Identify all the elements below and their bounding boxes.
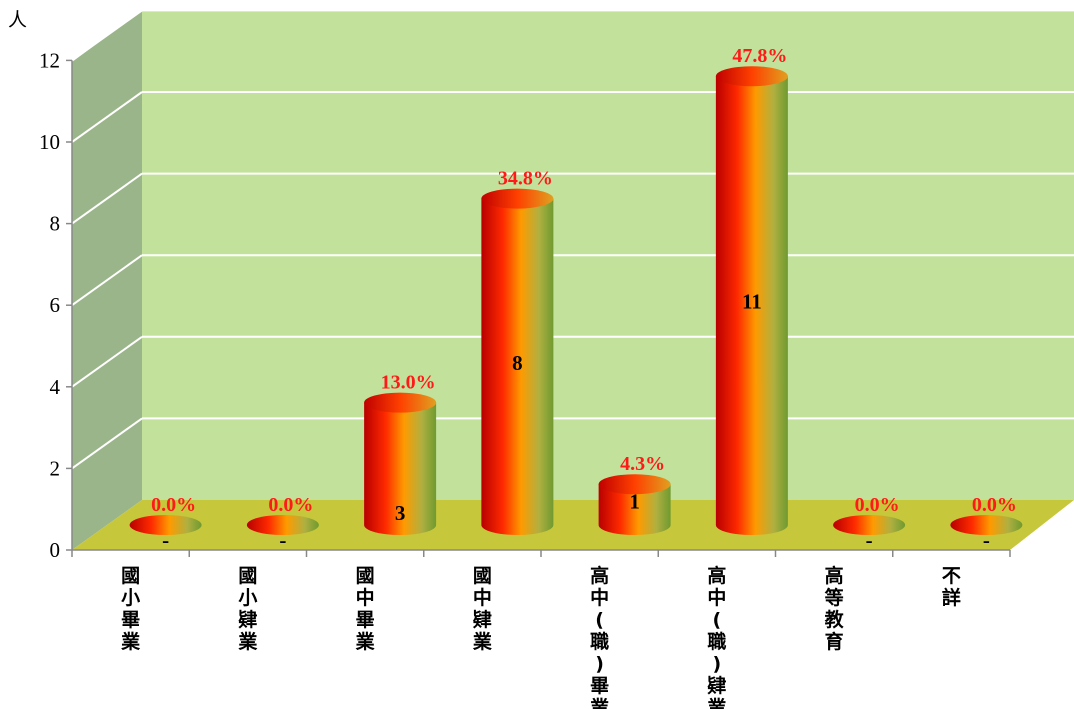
y-tick-labels: 0 2 4 6 8 10 12 [39, 48, 61, 562]
bar-body [364, 402, 437, 535]
gridlines [71, 9, 1074, 470]
gridline-side [71, 417, 143, 470]
bar-top-cap [833, 515, 906, 535]
bar-value-label: - [162, 528, 169, 552]
bar-top-cap [598, 474, 671, 495]
category-label: 高等教育 [824, 564, 845, 653]
category-labels: 國小畢業 國小肄業 國中畢業 國中肄業 高中(職)畢業 高中(職)肄業 高等教育 不詳 [120, 564, 961, 709]
gridline-side [71, 9, 143, 62]
bar-6: 11 47.8% [715, 45, 788, 535]
gridline-side [71, 172, 143, 225]
bar-4: 8 34.8% [481, 168, 554, 535]
bar-body [715, 76, 788, 535]
bar-top-cap [715, 66, 788, 87]
category-label: 高中(職)肄業 [706, 564, 727, 709]
category-label: 不詳 [942, 565, 961, 609]
category-label: 高中(職)畢業 [589, 564, 610, 709]
gridline-side [71, 254, 143, 307]
bar-percent-label: 0.0% [972, 494, 1017, 516]
y-tick-label: 10 [39, 130, 60, 154]
bars: -0.0%-0.0% 313.0%834.8%14.3%1147.8%-0.0%-… [129, 45, 1023, 552]
y-tick-label: 6 [50, 293, 61, 317]
gridline-side [71, 335, 143, 388]
bar-3: 3 13.0% [364, 372, 437, 535]
category-label: 國中肄業 [472, 565, 493, 653]
bar-percent-label: 0.0% [855, 494, 900, 516]
bar-value-label: - [866, 528, 873, 552]
bar-value-label: - [279, 528, 286, 552]
bar-top-cap [481, 188, 554, 209]
y-axis-label: 人 [8, 9, 27, 31]
category-label: 國中畢業 [355, 565, 376, 653]
bar-1: - 0.0% [129, 494, 202, 552]
y-tick-label: 0 [50, 538, 61, 562]
category-label: 國小肄業 [237, 565, 258, 653]
bar-value-label: 11 [742, 290, 762, 314]
bar-top-cap [246, 515, 319, 535]
gridline-side [71, 91, 143, 143]
axes [66, 59, 1011, 557]
bar-percent-label: 34.8% [498, 168, 553, 190]
bar-8: - 0.0% [950, 494, 1023, 552]
bar-value-label: 8 [512, 351, 523, 375]
bar-percent-label: 4.3% [620, 453, 665, 475]
bar-5: 1 4.3% [598, 453, 671, 535]
y-tick-label: 2 [50, 456, 61, 480]
category-label: 國小畢業 [120, 565, 141, 653]
y-tick-label: 12 [39, 48, 60, 72]
bar-percent-label: 0.0% [151, 494, 196, 516]
bar-2: - 0.0% [246, 494, 319, 552]
bar-top-cap [950, 515, 1023, 535]
bar-top-cap [364, 392, 437, 413]
bar-top-cap [129, 515, 202, 535]
y-tick-label: 8 [50, 212, 61, 236]
bar-percent-label: 47.8% [732, 45, 787, 67]
bar-body [481, 198, 554, 535]
chart-floor [72, 500, 1074, 550]
bar-percent-label: 13.0% [381, 372, 436, 394]
bar-value-label: - [983, 528, 990, 552]
bar-percent-label: 0.0% [268, 494, 313, 516]
bar-7: - 0.0% [833, 494, 906, 552]
bar-value-label: 1 [629, 490, 640, 514]
y-tick-label: 4 [50, 375, 61, 399]
bar-body [598, 484, 671, 535]
bar-value-label: 3 [395, 501, 406, 525]
